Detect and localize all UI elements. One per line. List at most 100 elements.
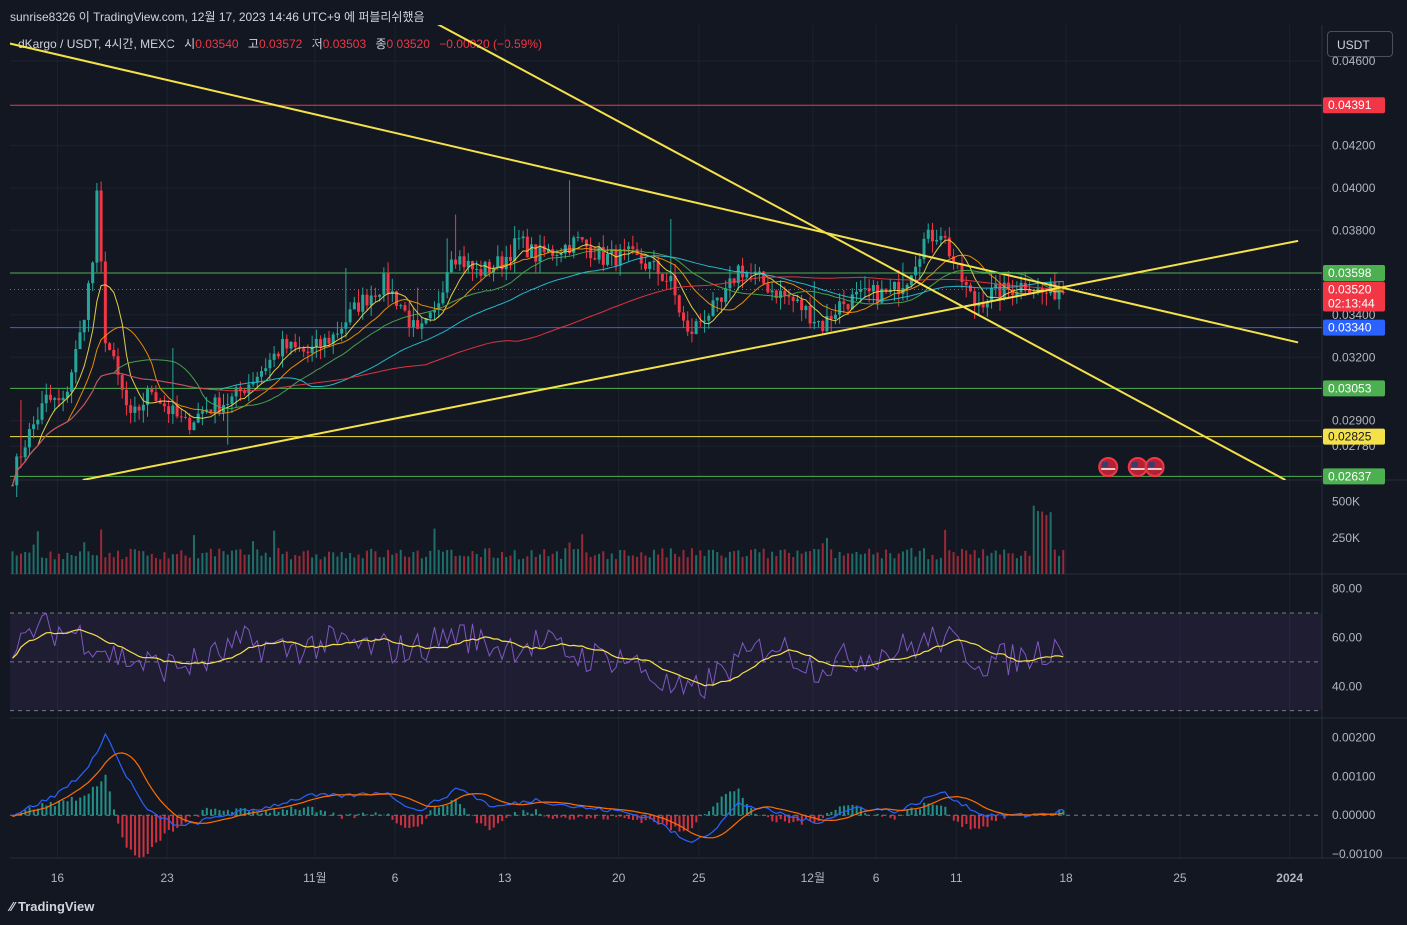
candle-body [576,237,580,239]
volume-bar [627,555,630,574]
candle-body [158,400,162,404]
candle-body [838,301,842,315]
volume-bar [463,556,466,574]
volume-bar [125,556,128,574]
candle-body [264,368,268,372]
trendline [10,42,1299,344]
macd-hist-bar [526,812,529,816]
macd-hist-bar [475,815,478,824]
candle-body [348,309,352,323]
volume-bar [863,553,866,574]
macd-hist-bar [990,815,993,821]
candle-body [981,303,985,308]
volume-bar [353,557,356,574]
macd-hist-bar [366,814,369,816]
candle-body [276,353,280,357]
macd-hist-bar [834,809,837,816]
rsi-tick-label: 60.00 [1332,630,1362,644]
candle-body [686,320,690,332]
volume-bar [138,550,141,574]
macd-hist-bar [226,809,229,816]
macd-hist-bar [830,811,833,816]
volume-bar [842,555,845,574]
volume-bar [429,550,432,574]
macd-hist-bar [733,791,736,816]
candle-body [184,416,188,418]
volume-bar [239,549,242,574]
candle-body [559,253,563,255]
candle-body [428,312,432,319]
macd-hist-bar [117,815,120,824]
macd-hist-bar [70,796,73,816]
candle-body [618,249,622,266]
macd-hist-bar [623,815,626,819]
volume-bar [112,557,115,574]
time-axis-label: 6 [392,871,399,885]
candle-body [86,283,90,320]
macd-hist-bar [180,815,183,825]
macd-hist-bar [370,815,373,816]
volume-bar [387,549,390,574]
macd-hist-bar [661,815,664,823]
macd-hist-bar [906,809,909,816]
volume-bar [108,552,111,574]
candle-body [226,403,230,405]
macd-hist-bar [239,808,242,816]
macd-hist-bar [893,815,896,820]
change-value: −0.00020 (−0.59%) [439,37,543,51]
macd-hist-bar [231,811,234,816]
macd-hist-bar [543,815,546,817]
volume-bar [441,551,444,574]
macd-hist-bar [450,800,453,816]
macd-hist-bar [429,810,432,816]
macd-hist-bar [821,815,824,819]
macd-hist-bar [539,813,542,816]
moving-average-line [12,239,1064,486]
macd-hist-bar [994,815,997,822]
macd-hist-bar [522,810,525,816]
currency-button[interactable]: USDT [1327,31,1393,57]
macd-hist-bar [505,815,508,818]
candle-body [483,261,487,276]
macd-hist-bar [298,809,301,816]
candle-body [411,320,415,328]
volume-bar [724,557,727,574]
candle-body [23,447,27,458]
rsi-ma-line [12,628,1064,687]
volume-bar [851,553,854,574]
volume-bar [399,549,402,574]
macd-hist-bar [944,806,947,816]
macd-hist-bar [762,815,765,816]
macd-tick-label: 0.00100 [1332,769,1376,783]
macd-hist-bar [1045,814,1048,816]
candle-body [487,261,491,273]
candle-body [319,339,323,347]
moving-average-line [12,276,1064,486]
candle-body [1057,292,1061,300]
macd-hist-bar [45,805,48,816]
volume-bar [998,554,1001,574]
candle-body [200,411,204,414]
volume-bar [1053,549,1056,574]
volume-bar [290,559,293,574]
rsi-tick-label: 80.00 [1332,582,1362,596]
candle-body [800,299,804,311]
macd-hist-bar [619,815,622,817]
macd-hist-bar [501,815,504,822]
candle-body [407,310,411,328]
macd-hist-bar [581,815,584,817]
candle-body [973,291,977,307]
candle-body [61,397,65,401]
macd-hist-bar [678,815,681,832]
volume-bar [382,557,385,574]
candle-body [285,338,289,349]
volume-bar [686,557,689,574]
macd-hist-bar [294,809,297,816]
macd-hist-bar [134,815,137,856]
macd-hist-bar [1058,809,1061,816]
volume-bar [243,554,246,574]
volume-bar [737,550,740,574]
candle-body [859,289,863,292]
